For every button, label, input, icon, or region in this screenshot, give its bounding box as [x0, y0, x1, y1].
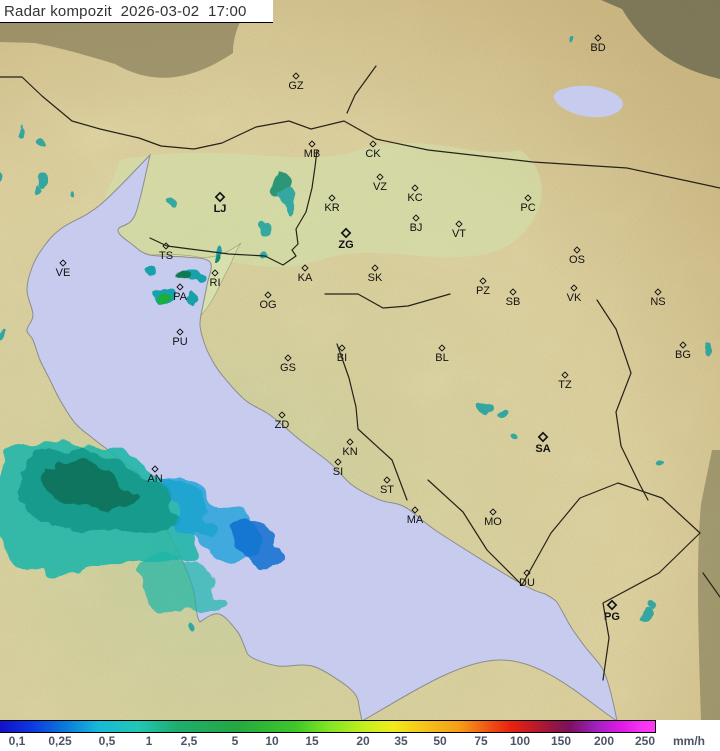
svg-text:AN: AN [147, 473, 162, 485]
svg-text:PC: PC [520, 202, 535, 214]
svg-text:OG: OG [259, 299, 276, 311]
svg-text:NS: NS [650, 296, 665, 308]
svg-text:VT: VT [452, 228, 466, 240]
svg-text:LJ: LJ [214, 203, 227, 215]
svg-text:TS: TS [159, 250, 173, 262]
svg-text:ZG: ZG [338, 239, 353, 251]
svg-text:KR: KR [324, 202, 339, 214]
svg-text:MO: MO [484, 516, 502, 528]
svg-text:SK: SK [368, 272, 383, 284]
svg-text:SA: SA [535, 443, 550, 455]
svg-text:VZ: VZ [373, 181, 387, 193]
svg-text:KA: KA [298, 272, 313, 284]
svg-text:MA: MA [407, 514, 424, 526]
svg-text:GS: GS [280, 362, 296, 374]
svg-text:PZ: PZ [476, 285, 490, 297]
svg-text:BG: BG [675, 349, 691, 361]
svg-text:VK: VK [567, 292, 582, 304]
svg-text:VE: VE [56, 267, 71, 279]
svg-text:RI: RI [210, 277, 221, 289]
svg-text:CK: CK [365, 148, 381, 160]
svg-text:BD: BD [590, 42, 605, 54]
svg-text:TZ: TZ [558, 379, 572, 391]
svg-text:BJ: BJ [410, 222, 423, 234]
svg-text:KC: KC [407, 192, 422, 204]
svg-text:PA: PA [173, 291, 188, 303]
svg-text:ZD: ZD [275, 419, 290, 431]
svg-text:DU: DU [519, 577, 535, 589]
svg-text:KN: KN [342, 446, 357, 458]
svg-text:BL: BL [435, 352, 448, 364]
svg-text:SI: SI [333, 466, 343, 478]
svg-text:GZ: GZ [288, 80, 304, 92]
svg-text:MB: MB [304, 148, 321, 160]
svg-text:SB: SB [506, 296, 521, 308]
svg-text:ST: ST [380, 484, 394, 496]
svg-text:PU: PU [172, 336, 187, 348]
svg-text:OS: OS [569, 254, 585, 266]
